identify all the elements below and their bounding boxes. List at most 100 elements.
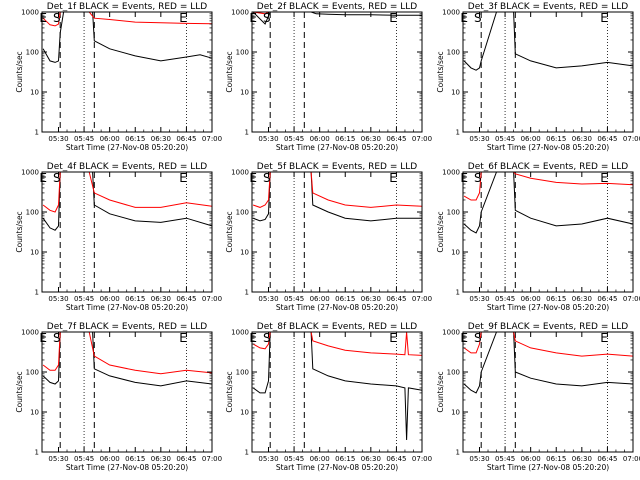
y-tick-label: 1 [456,289,460,297]
x-tick-label: 06:45 [176,135,196,143]
x-axis-label: Start Time (27-Nov-08 05:20:20) [66,463,188,472]
x-tick-label: 05:45 [284,295,304,303]
x-tick-label: 06:45 [597,135,617,143]
y-tick-label: 10 [30,409,39,417]
y-tick-label: 100 [447,209,460,217]
x-tick-label: 05:45 [284,135,304,143]
detector-panel: 1 10 100 1000 05:30 05:45 06:00 06:15 06:30 06:45… [436,162,640,312]
event-marker-label: S [263,171,271,185]
event-marker-label: E [600,11,608,25]
x-tick-label: 06:45 [176,455,196,463]
x-tick-label: 05:45 [495,135,515,143]
y-tick-label: 1000 [442,169,460,177]
x-tick-label: 07:00 [202,455,222,463]
detector-panel: 1 10 100 1000 05:30 05:45 06:00 06:15 06:30 06:45… [15,162,222,312]
event-marker-label: E [249,171,257,185]
x-tick-label: 06:15 [546,135,566,143]
event-marker-label: E [389,11,397,25]
detector-panel: 1 10 100 1000 05:30 05:45 06:00 06:15 06:30 06:45… [225,2,432,152]
x-tick-label: 06:00 [310,455,330,463]
detector-panel: 1 10 100 1000 05:30 05:45 06:00 06:15 06:30 06:45… [225,322,432,472]
x-tick-label: 06:45 [176,295,196,303]
detector-panel: 1 10 100 1000 05:30 05:45 06:00 06:15 06:30 06:45… [436,2,640,152]
event-marker-label: E [460,11,468,25]
y-tick-label: 10 [240,89,249,97]
x-tick-label: 07:00 [623,295,640,303]
x-tick-label: 06:45 [597,455,617,463]
x-tick-label: 06:45 [386,135,406,143]
x-tick-label: 06:00 [310,295,330,303]
y-tick-label: 10 [30,249,39,257]
event-marker-label: E [39,11,47,25]
panel-title: Det_3f BLACK = Events, RED = LLD [468,2,628,12]
y-axis-label: Counts/sec [225,51,234,92]
panel-title: Det_4f BLACK = Events, RED = LLD [47,162,207,172]
y-tick-label: 10 [240,409,249,417]
y-tick-label: 1 [35,289,39,297]
y-tick-label: 100 [447,49,460,57]
y-axis-label: Counts/sec [436,371,445,412]
y-tick-label: 1 [456,449,460,457]
event-marker-label: S [53,11,61,25]
y-tick-label: 100 [26,369,39,377]
y-tick-label: 1 [245,289,249,297]
x-tick-label: 05:45 [495,455,515,463]
panel-title: Det_8f BLACK = Events, RED = LLD [257,322,417,332]
y-tick-label: 100 [26,209,39,217]
x-tick-label: 06:15 [546,455,566,463]
x-tick-label: 06:15 [125,455,145,463]
x-tick-label: 05:30 [258,455,278,463]
x-tick-label: 07:00 [412,295,432,303]
y-tick-label: 1000 [231,329,249,337]
y-tick-label: 1000 [231,169,249,177]
event-marker-label: S [263,331,271,345]
x-axis-label: Start Time (27-Nov-08 05:20:20) [487,143,609,152]
panel-title: Det_6f BLACK = Events, RED = LLD [468,162,628,172]
event-marker-label: E [179,11,187,25]
y-tick-label: 100 [26,49,39,57]
event-marker-label: S [474,11,482,25]
x-tick-label: 05:45 [74,455,94,463]
detector-panel: 1 10 100 1000 05:30 05:45 06:00 06:15 06:30 06:45… [15,2,222,152]
detector-panel: 1 10 100 1000 05:30 05:45 06:00 06:15 06:30 06:45… [225,162,432,312]
x-tick-label: 06:15 [335,135,355,143]
x-tick-label: 05:30 [258,135,278,143]
y-tick-label: 100 [447,369,460,377]
x-tick-label: 07:00 [412,135,432,143]
event-marker-label: E [460,331,468,345]
detector-panel: 1 10 100 1000 05:30 05:45 06:00 06:15 06:30 06:45… [15,322,222,472]
x-tick-label: 05:30 [258,295,278,303]
x-tick-label: 06:00 [521,455,541,463]
x-tick-label: 06:45 [386,295,406,303]
x-tick-label: 06:45 [386,455,406,463]
x-axis-label: Start Time (27-Nov-08 05:20:20) [66,143,188,152]
x-tick-label: 06:00 [100,135,120,143]
y-tick-label: 10 [240,249,249,257]
x-tick-label: 06:15 [335,455,355,463]
x-tick-label: 06:00 [521,135,541,143]
event-marker-label: S [474,331,482,345]
x-axis-label: Start Time (27-Nov-08 05:20:20) [487,303,609,312]
event-marker-label: E [249,11,257,25]
y-tick-label: 1000 [21,329,39,337]
event-marker-label: E [600,171,608,185]
panel-title: Det_5f BLACK = Events, RED = LLD [257,162,417,172]
x-tick-label: 07:00 [623,135,640,143]
event-marker-label: E [39,171,47,185]
x-tick-label: 06:00 [310,135,330,143]
y-tick-label: 100 [236,49,249,57]
x-tick-label: 06:00 [521,295,541,303]
x-tick-label: 07:00 [202,295,222,303]
y-tick-label: 1 [456,129,460,137]
y-tick-label: 1000 [442,329,460,337]
x-axis-label: Start Time (27-Nov-08 05:20:20) [276,143,398,152]
x-tick-label: 05:45 [74,135,94,143]
event-marker-label: E [389,331,397,345]
x-tick-label: 06:15 [125,295,145,303]
panel-title: Det_9f BLACK = Events, RED = LLD [468,322,628,332]
lld-series-line [252,331,423,356]
x-tick-label: 06:30 [361,455,381,463]
y-tick-label: 10 [451,249,460,257]
